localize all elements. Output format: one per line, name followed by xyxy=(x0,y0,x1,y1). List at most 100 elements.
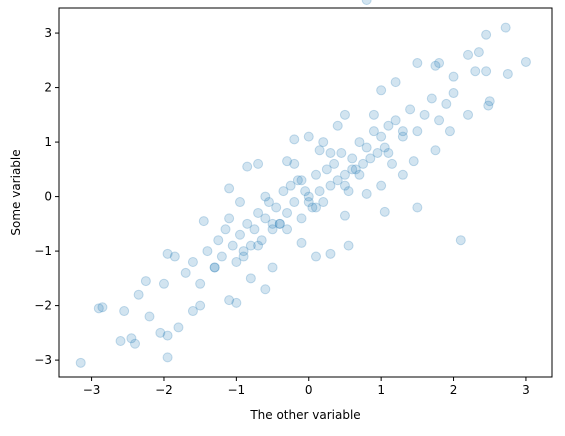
point xyxy=(448,71,459,82)
plot-frame xyxy=(58,7,553,378)
point xyxy=(253,240,264,251)
point xyxy=(216,251,227,262)
point xyxy=(209,262,220,273)
point xyxy=(387,158,398,169)
point xyxy=(274,218,285,229)
point xyxy=(289,197,300,208)
y-tick-label: −3 xyxy=(34,353,52,367)
y-tick-label: 3 xyxy=(44,26,52,40)
point xyxy=(426,93,437,104)
point xyxy=(339,109,350,120)
point xyxy=(97,302,108,313)
point xyxy=(358,158,369,169)
point xyxy=(372,147,383,158)
y-tick-label: −1 xyxy=(34,244,52,258)
point xyxy=(481,29,492,40)
point xyxy=(318,137,329,148)
y-tick-label: −2 xyxy=(34,299,52,313)
point xyxy=(296,175,307,186)
point xyxy=(195,278,206,289)
point xyxy=(502,68,513,79)
point xyxy=(441,98,452,109)
point xyxy=(434,115,445,126)
point xyxy=(339,169,350,180)
point xyxy=(434,58,445,69)
point xyxy=(187,256,198,267)
point xyxy=(162,352,173,363)
point xyxy=(376,85,387,96)
point xyxy=(249,224,260,235)
point xyxy=(158,278,169,289)
point xyxy=(209,262,220,273)
point xyxy=(75,357,86,368)
point xyxy=(231,297,242,308)
point xyxy=(162,330,173,341)
point xyxy=(376,131,387,142)
point xyxy=(347,153,358,164)
point xyxy=(303,131,314,142)
y-tick-label: 2 xyxy=(44,81,52,95)
point xyxy=(430,60,441,71)
point xyxy=(245,240,256,251)
point xyxy=(520,56,531,67)
point xyxy=(213,235,224,246)
point xyxy=(408,156,419,167)
point xyxy=(260,284,271,295)
point xyxy=(307,202,318,213)
point xyxy=(390,77,401,88)
point xyxy=(242,161,253,172)
point xyxy=(412,58,423,69)
point xyxy=(115,336,126,347)
point xyxy=(173,322,184,333)
point xyxy=(126,333,137,344)
point xyxy=(336,147,347,158)
point xyxy=(155,327,166,338)
point xyxy=(463,109,474,120)
point xyxy=(242,218,253,229)
point xyxy=(289,158,300,169)
point xyxy=(339,210,350,221)
point xyxy=(430,145,441,156)
point xyxy=(245,273,256,284)
point xyxy=(296,237,307,248)
point xyxy=(412,126,423,137)
point xyxy=(227,240,238,251)
point xyxy=(260,191,271,202)
y-tick-label: 1 xyxy=(44,135,52,149)
point xyxy=(397,131,408,142)
point xyxy=(238,246,249,257)
point xyxy=(292,175,303,186)
point xyxy=(376,180,387,191)
point xyxy=(169,251,180,262)
point xyxy=(383,120,394,131)
point xyxy=(383,147,394,158)
point xyxy=(325,180,336,191)
point xyxy=(303,191,314,202)
point xyxy=(267,262,278,273)
point xyxy=(405,104,416,115)
point xyxy=(234,229,245,240)
point xyxy=(274,218,285,229)
point xyxy=(365,153,376,164)
point xyxy=(162,248,173,259)
point xyxy=(180,267,191,278)
point xyxy=(463,49,474,60)
point xyxy=(329,158,340,169)
point xyxy=(263,197,274,208)
point xyxy=(332,120,343,131)
point xyxy=(282,207,293,218)
point xyxy=(483,100,494,111)
point xyxy=(473,47,484,58)
point xyxy=(368,126,379,137)
point xyxy=(300,186,311,197)
point xyxy=(253,158,264,169)
point xyxy=(318,197,329,208)
point xyxy=(224,295,235,306)
point xyxy=(314,145,325,156)
point xyxy=(397,126,408,137)
x-tick-label: −3 xyxy=(83,383,101,397)
point xyxy=(455,235,466,246)
point xyxy=(310,202,321,213)
point xyxy=(470,66,481,77)
